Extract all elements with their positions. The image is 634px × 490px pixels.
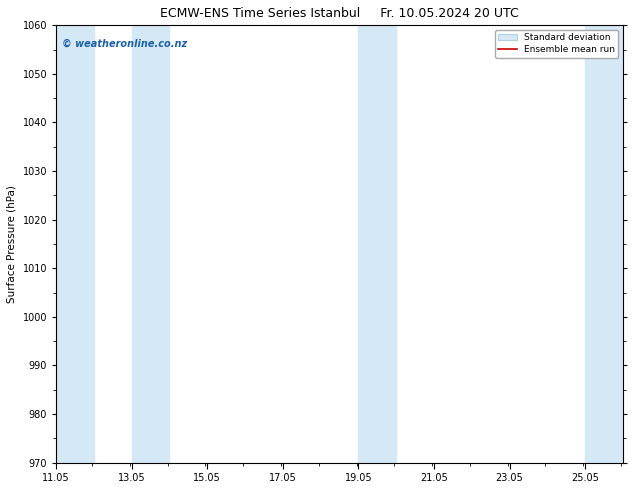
- Bar: [358, 25, 396, 463]
- Bar: [585, 25, 623, 463]
- Legend: Standard deviation, Ensemble mean run: Standard deviation, Ensemble mean run: [495, 30, 618, 58]
- Y-axis label: Surface Pressure (hPa): Surface Pressure (hPa): [7, 185, 17, 303]
- Bar: [56, 25, 94, 463]
- Title: ECMW-ENS Time Series Istanbul     Fr. 10.05.2024 20 UTC: ECMW-ENS Time Series Istanbul Fr. 10.05.…: [160, 7, 519, 20]
- Bar: [132, 25, 169, 463]
- Text: © weatheronline.co.nz: © weatheronline.co.nz: [62, 38, 187, 49]
